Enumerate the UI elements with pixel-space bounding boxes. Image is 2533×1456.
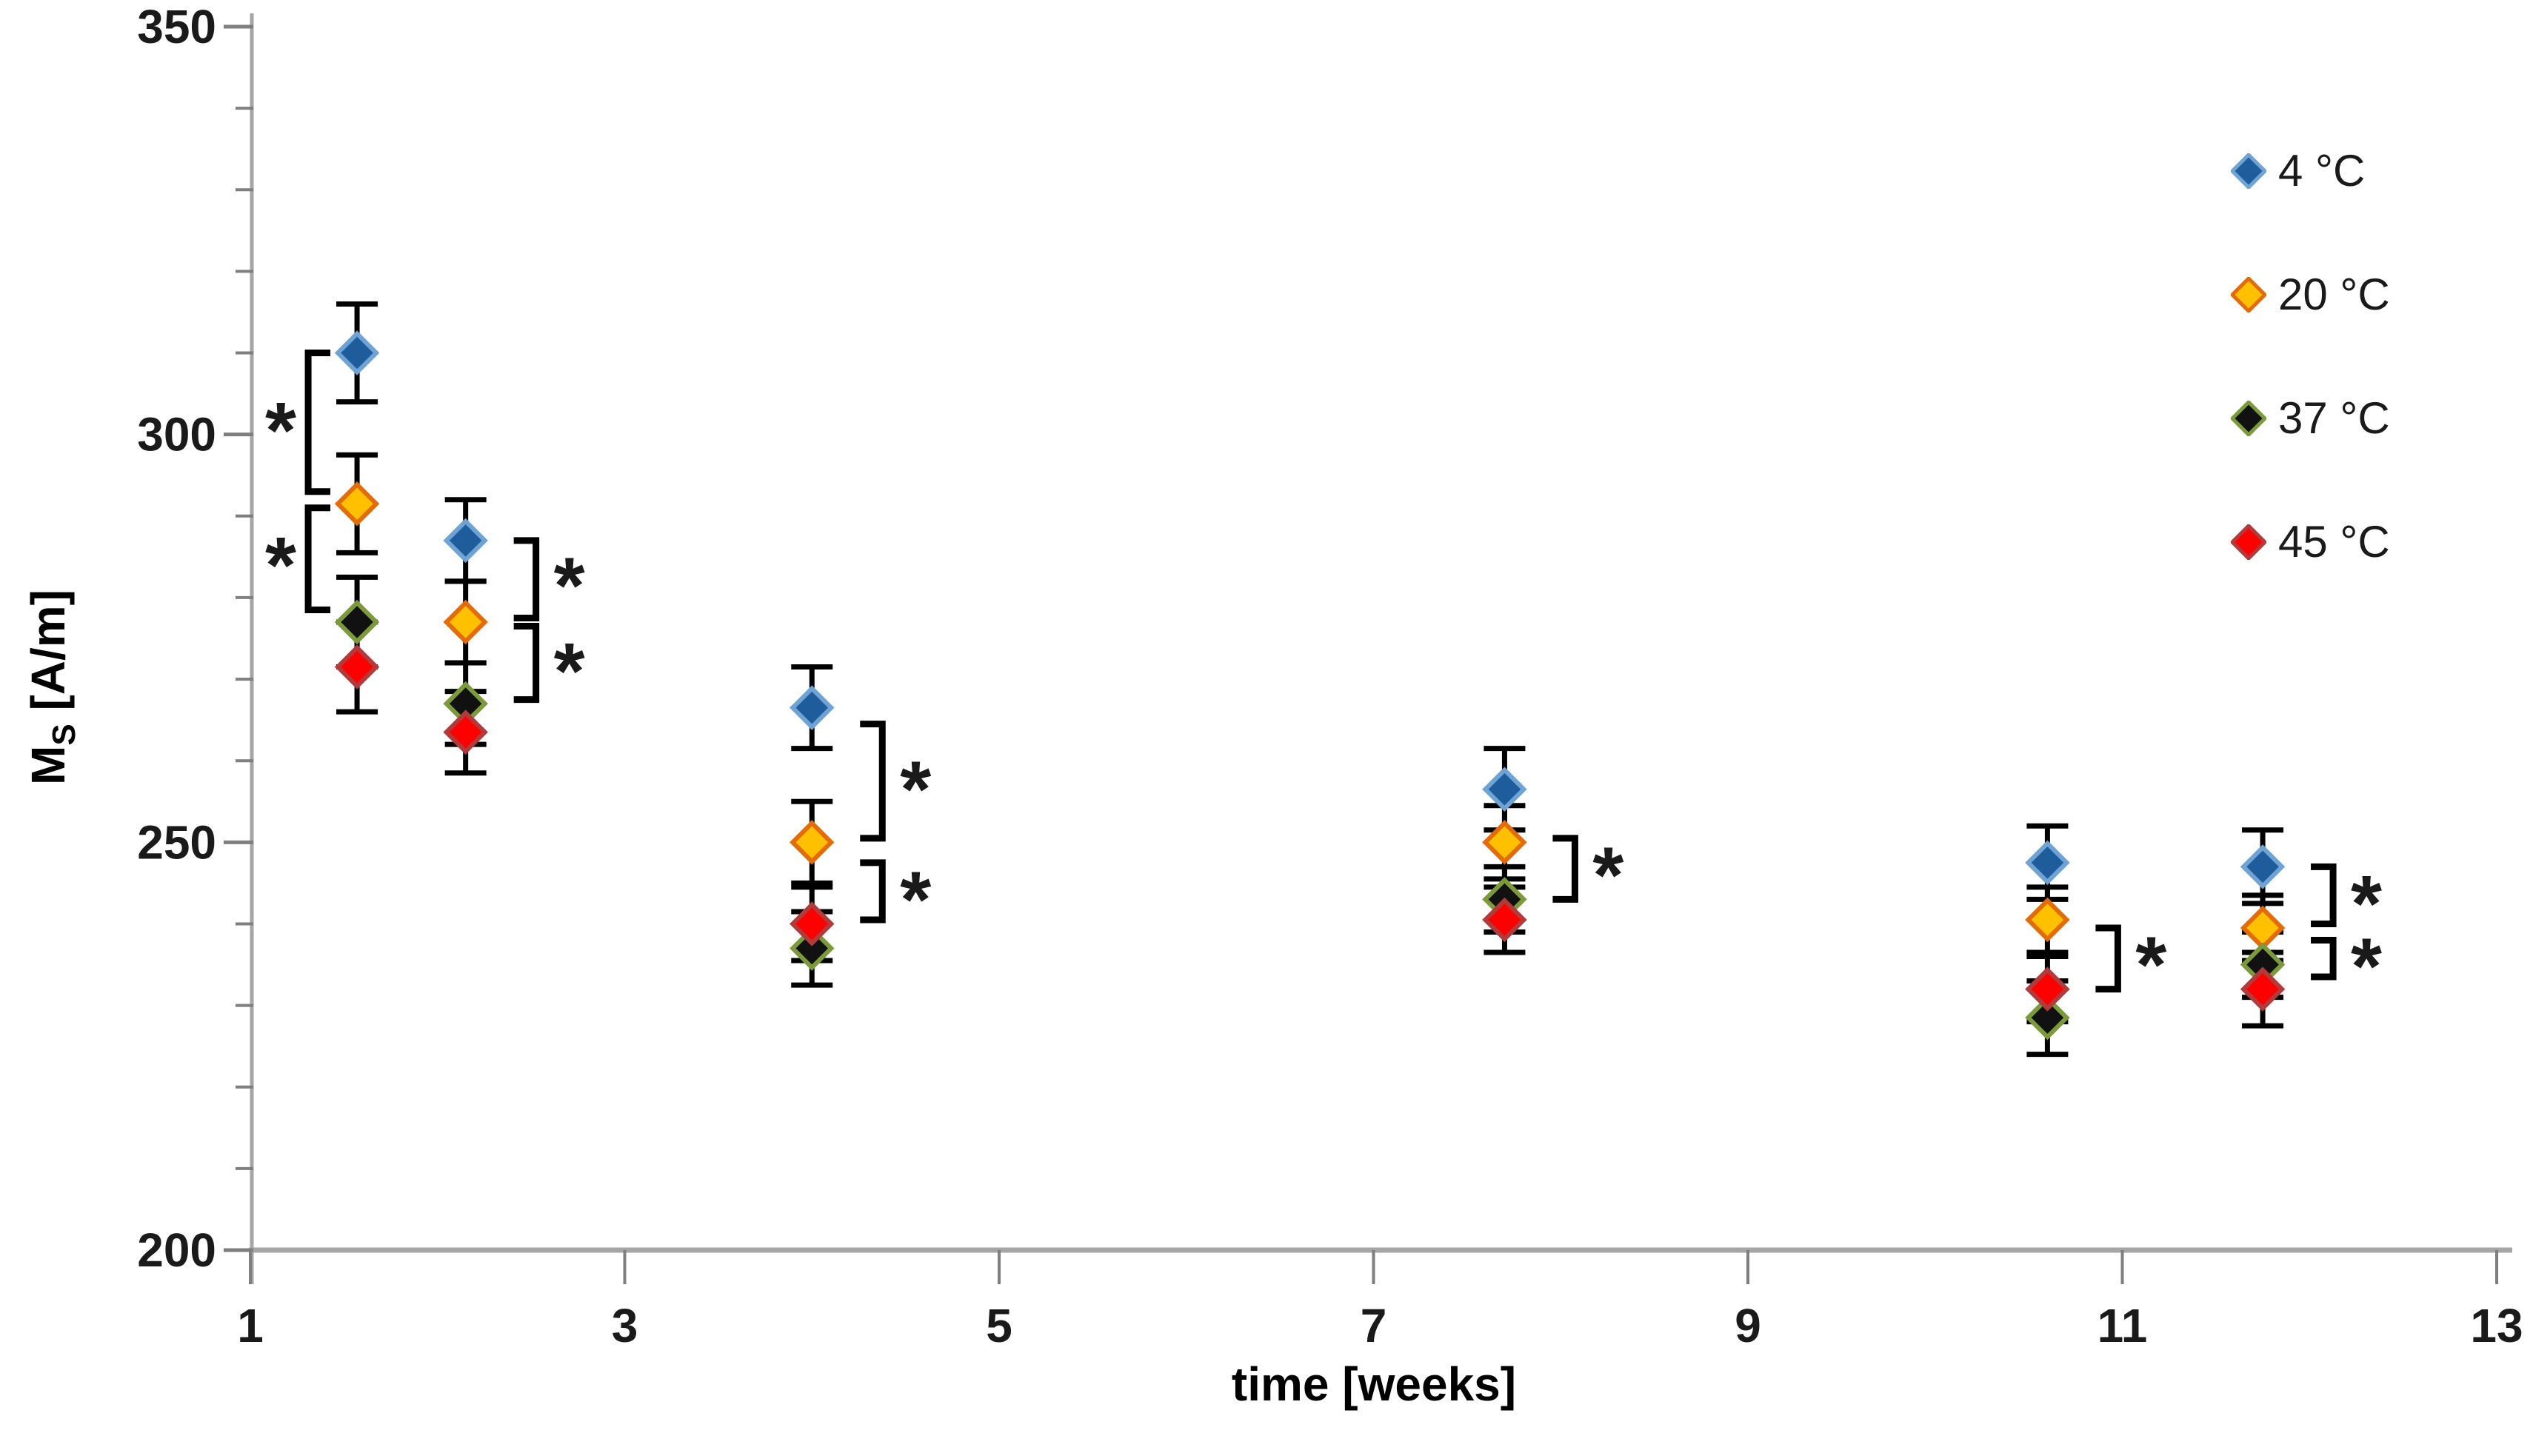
- legend-item-label: 20 °C: [2278, 270, 2390, 319]
- x-axis-title: time [weeks]: [1231, 1358, 1517, 1411]
- data-marker-37°C: [790, 926, 835, 971]
- legend-item-label: 4 °C: [2278, 146, 2366, 196]
- data-marker-45°C: [334, 644, 380, 689]
- significance-bracket: [1552, 835, 1578, 903]
- legend-item: 37 °C: [2231, 393, 2390, 444]
- y-axis-title-unit: [A/m]: [21, 590, 75, 724]
- significance-bracket: [860, 859, 886, 924]
- significance-bracket: [304, 350, 331, 495]
- data-marker-20°C: [2025, 897, 2070, 943]
- data-marker-20°C: [2240, 905, 2286, 951]
- significance-bracket: [513, 622, 540, 704]
- x-tick-label: 7: [1361, 1299, 1387, 1352]
- y-axis-title-subscript: S: [45, 724, 82, 746]
- legend-marker-diamond-icon: [2231, 276, 2266, 313]
- data-marker-45°C: [1482, 897, 1527, 943]
- significance-asterisk: *: [1592, 829, 1623, 919]
- significance-asterisk: *: [900, 744, 931, 834]
- significance-asterisk: *: [265, 520, 296, 610]
- data-marker-45°C: [2025, 966, 2070, 1012]
- significance-asterisk: *: [2351, 921, 2382, 1011]
- y-tick-label: 300: [137, 408, 216, 461]
- legend-marker-diamond-icon: [2231, 524, 2266, 560]
- legend-item: 45 °C: [2231, 516, 2390, 567]
- data-marker-45°C: [790, 901, 835, 946]
- data-marker-20°C: [334, 481, 380, 527]
- data-marker-20°C: [1482, 820, 1527, 865]
- data-marker-45°C: [2240, 966, 2286, 1012]
- legend-item: 4 °C: [2231, 145, 2390, 196]
- significance-bracket: [304, 504, 331, 613]
- data-marker-4°C: [1482, 767, 1527, 812]
- data-marker-4°C: [334, 330, 380, 375]
- legend: 4 °C 20 °C 37 °C 45 °C: [2231, 145, 2390, 567]
- significance-asterisk: *: [265, 385, 296, 475]
- significance-asterisk: *: [554, 540, 585, 630]
- x-tick-label: 11: [2098, 1299, 2148, 1352]
- data-marker-20°C: [790, 820, 835, 865]
- data-marker-45°C: [443, 709, 488, 755]
- significance-asterisk: *: [554, 626, 585, 715]
- significance-bracket: [2311, 863, 2337, 927]
- legend-item: 20 °C: [2231, 269, 2390, 320]
- significance-asterisk: *: [2351, 858, 2382, 948]
- data-marker-20°C: [443, 599, 488, 645]
- x-tick-label: 9: [1735, 1299, 1761, 1352]
- x-tick-label: 13: [2470, 1299, 2523, 1352]
- legend-item-label: 45 °C: [2278, 517, 2390, 567]
- y-tick-label: 350: [137, 0, 216, 53]
- y-axis-title-main: M: [21, 745, 75, 785]
- significance-bracket: [2095, 924, 2121, 993]
- x-tick-label: 5: [986, 1299, 1012, 1352]
- data-marker-4°C: [2240, 844, 2286, 889]
- significance-bracket: [860, 721, 886, 842]
- significance-bracket: [2311, 936, 2337, 981]
- significance-asterisk: *: [900, 854, 931, 944]
- data-marker-4°C: [790, 685, 835, 730]
- y-axis-title: MS [A/m]: [21, 590, 83, 785]
- legend-item-label: 37 °C: [2278, 393, 2390, 443]
- significance-asterisk: *: [2135, 920, 2166, 1009]
- y-tick-label: 250: [137, 815, 216, 869]
- legend-marker-diamond-icon: [2231, 153, 2266, 189]
- y-tick-label: 200: [137, 1223, 216, 1277]
- data-marker-37°C: [334, 599, 380, 645]
- data-marker-4°C: [443, 518, 488, 564]
- data-marker-37°C: [2025, 995, 2070, 1041]
- x-tick-label: 1: [237, 1299, 264, 1352]
- legend-marker-diamond-icon: [2231, 400, 2266, 436]
- x-tick-label: 3: [612, 1299, 638, 1352]
- data-marker-4°C: [2025, 840, 2070, 886]
- significance-bracket: [513, 537, 540, 621]
